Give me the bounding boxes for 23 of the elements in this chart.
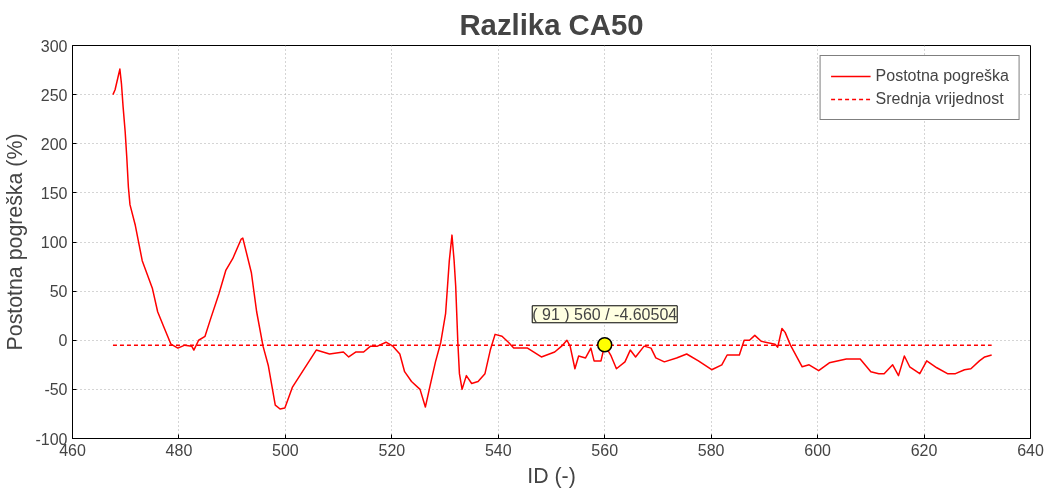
x-tick-label: 480 (165, 441, 193, 459)
y-tick-label: 300 (40, 37, 68, 55)
y-tick-label: 150 (40, 184, 68, 202)
x-axis-title: ID (-) (527, 463, 576, 488)
x-tick-label: 600 (804, 441, 832, 459)
x-tick-label: 580 (697, 441, 725, 459)
x-tick-label: 640 (1017, 441, 1044, 459)
y-tick-label: -50 (44, 381, 68, 399)
legend-label: Postotna pogreška (875, 67, 1009, 85)
y-tick-label: 50 (49, 283, 68, 301)
legend-label: Srednja vrijednost (875, 90, 1004, 108)
x-tick-label: 620 (910, 441, 938, 459)
x-tick-label: 560 (591, 441, 619, 459)
y-tick-label: 200 (40, 135, 68, 153)
annotation: ( 91 ) 560 / -4.60504 (532, 305, 678, 323)
y-axis-title: Postotna pogreška (%) (3, 133, 28, 351)
chart-title: Razlika CA50 (459, 7, 644, 41)
x-tick-label: 500 (272, 441, 299, 459)
y-tick-label: 0 (58, 332, 68, 350)
y-tick-label: 250 (40, 86, 68, 104)
x-tick-label: 540 (484, 441, 512, 459)
y-tick-label: 100 (40, 234, 68, 251)
x-tick-label: 520 (378, 441, 406, 459)
